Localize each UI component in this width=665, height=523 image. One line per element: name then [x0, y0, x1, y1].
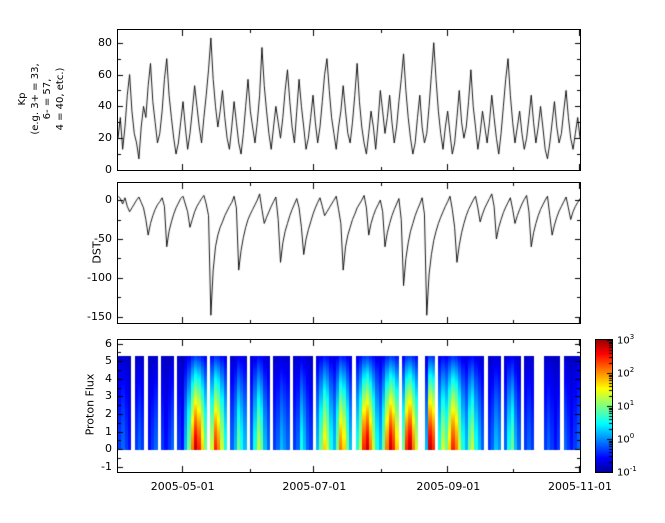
- kp-index-y-tick-label: 40: [98, 99, 112, 113]
- dst-axis-label-line: DST: [90, 241, 104, 264]
- x-tick-label: 2005-05-01: [150, 480, 215, 493]
- dst-plot-canvas: [118, 183, 580, 323]
- dst-index-y-tick-label: -100: [87, 270, 112, 284]
- colorbar: [595, 339, 613, 473]
- kp-axis-label-line: 4 = 40, etc.): [54, 67, 66, 131]
- proton-flux-spectrogram-y-tick-label: 5: [105, 354, 112, 368]
- proton-flux-spectrogram-y-tick-label: -1: [101, 459, 112, 473]
- colorbar-tick-label: 102: [617, 366, 635, 380]
- x-tick-label: 2005-09-01: [416, 480, 481, 493]
- colorbar-tick-label: 10-1: [617, 465, 637, 479]
- kp-index-y-tick-label: 60: [98, 67, 112, 81]
- colorbar-canvas: [596, 340, 612, 472]
- proton-flux-spectrogram-y-tick-label: 2: [105, 406, 112, 420]
- kp-axis-label-line: Kp: [17, 92, 28, 106]
- kp-plot-canvas: [118, 30, 580, 170]
- x-tick-label: 2005-07-01: [282, 480, 347, 493]
- x-tick-label: 2005-11-01: [548, 480, 612, 493]
- dst-index-y-tick-label: -50: [94, 232, 112, 245]
- kp-axis-label-line: 6- = 57,: [42, 78, 53, 120]
- dst-axis-label: DST: [91, 193, 104, 313]
- dst-index-y-tick-label: -150: [87, 309, 112, 323]
- kp-index-y-tick-label: 80: [98, 35, 112, 49]
- proton-flux-spectrogram-y-tick-label: 4: [105, 371, 112, 385]
- colorbar-tick-label: 103: [617, 333, 635, 347]
- proton-flux-canvas: [118, 340, 580, 472]
- dst-index-y-tick-label: 0: [105, 193, 112, 207]
- kp-panel: [117, 29, 581, 171]
- proton-flux-spectrogram-y-tick-label: 3: [105, 389, 112, 403]
- kp-axis-label-line: (e.g. 3+ = 33,: [29, 63, 41, 135]
- proton-flux-spectrogram-y-tick-label: 0: [105, 442, 112, 456]
- colorbar-tick-label: 100: [617, 432, 635, 446]
- kp-index-y-tick-label: 0: [105, 163, 112, 176]
- proton-flux-spectrogram-y-tick-label: 6: [105, 336, 112, 350]
- colorbar-tick-label: 101: [617, 399, 635, 413]
- kp-index-y-tick-label: 20: [98, 131, 112, 145]
- proton-flux-panel: [117, 339, 581, 473]
- proton-flux-spectrogram-y-tick-label: 1: [105, 424, 112, 438]
- dst-panel: [117, 182, 581, 324]
- kp-axis-label: Kp (e.g. 3+ = 33, 6- = 57, 4 = 40, etc.): [17, 24, 67, 174]
